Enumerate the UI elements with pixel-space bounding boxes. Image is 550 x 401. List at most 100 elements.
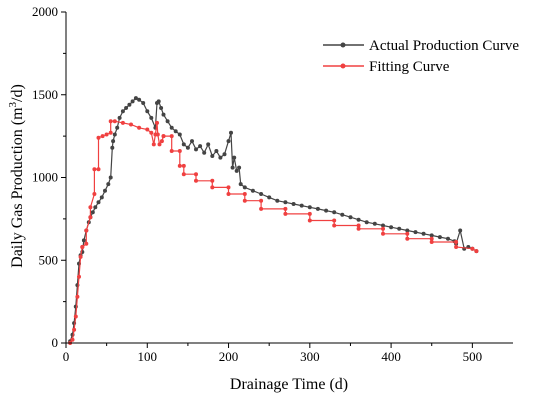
data-point-fitting [381,231,385,236]
y-axis-ticks: 0 500 1000 1500 2000 [32,4,66,350]
data-point-fitting [307,211,312,216]
data-point-fitting [145,127,150,132]
x-tick-label: 200 [219,349,239,364]
data-point-fitting [169,149,174,153]
data-point-fitting [70,337,75,342]
y-tick-label: 0 [52,335,59,350]
plot-area [68,96,479,345]
data-point-actual [307,205,312,210]
data-point-actual [214,149,219,153]
data-point-actual [291,202,296,206]
data-point-fitting [356,223,361,228]
legend-label-actual: Actual Production Curve [369,38,519,54]
legend: Actual Production Curve Fitting Curve [323,38,519,75]
data-point-fitting [194,178,198,183]
data-point-fitting [356,226,361,231]
legend-marker-fitting [340,63,346,69]
x-axis-title: Drainage Time (d) [230,376,348,393]
data-point-fitting [96,167,101,172]
x-tick-label: 300 [300,349,320,364]
data-point-actual [198,144,203,149]
data-point-actual [267,195,272,200]
data-point-actual [315,206,320,211]
data-point-actual [275,198,280,203]
data-point-fitting [104,132,109,137]
y-tick-label: 500 [39,252,59,267]
data-point-actual [99,195,104,200]
data-point-fitting [151,142,156,147]
y-tick-label: 2000 [32,4,58,19]
legend-item-actual: Actual Production Curve [323,38,519,54]
data-point-actual [130,99,135,104]
legend-item-fitting: Fitting Curve [323,59,450,75]
data-point-fitting [169,134,174,139]
data-point-actual [161,112,166,117]
data-point-actual [324,208,329,213]
data-point-fitting [129,122,133,127]
data-point-actual [159,106,164,110]
data-point-actual [124,106,129,110]
data-point-fitting [75,294,80,299]
data-point-fitting [181,172,186,177]
series-line-actual [69,97,477,342]
data-point-fitting [474,249,479,254]
data-point-actual [137,97,142,102]
data-point-actual [103,188,107,193]
data-point-actual [229,130,233,135]
data-point-fitting [92,167,97,172]
data-point-actual [117,115,122,120]
data-point-fitting [112,119,117,124]
data-point-fitting [155,120,159,125]
data-point-actual [250,188,255,193]
data-point-actual [332,210,337,215]
data-point-fitting [210,178,215,183]
data-point-fitting [155,132,160,137]
data-point-fitting [157,142,162,147]
y-tick-label: 1000 [32,170,58,185]
data-point-actual [237,165,242,170]
data-point-actual [145,109,150,114]
data-point-actual [181,142,186,147]
x-tick-label: 0 [63,349,70,364]
data-point-actual [111,139,116,144]
data-point-fitting [84,228,89,233]
data-point-fitting [92,192,97,196]
data-point-fitting [181,163,186,168]
data-point-actual [218,155,223,160]
data-point-actual [112,132,117,137]
data-point-fitting [194,172,198,177]
data-point-actual [127,102,132,107]
data-point-fitting [73,314,78,319]
data-point-fitting [226,192,231,196]
data-point-fitting [470,246,475,251]
data-point-fitting [429,240,434,244]
data-point-fitting [78,254,83,259]
data-point-actual [238,182,243,187]
data-point-actual [421,231,426,236]
data-point-actual [110,145,115,150]
y-axis-title: Daily Gas Production (m3/d) [7,84,26,268]
data-point-fitting [96,135,101,140]
data-point-fitting [454,245,459,249]
legend-marker-actual [340,42,346,48]
data-point-fitting [405,236,410,241]
data-point-fitting [80,245,85,249]
data-point-actual [234,168,239,173]
data-point-actual [90,210,95,215]
data-point-actual [389,225,394,230]
data-point-fitting [405,231,410,236]
data-point-actual [259,192,264,196]
data-point-fitting [88,205,93,210]
data-point-fitting [332,223,337,228]
data-point-fitting [259,198,264,203]
data-point-actual [429,233,434,238]
data-point-actual [108,175,113,180]
data-point-actual [405,228,410,233]
data-point-actual [165,119,170,124]
data-point-fitting [159,139,164,144]
data-point-fitting [307,218,312,223]
data-point-actual [156,99,161,104]
data-point-fitting [177,149,182,153]
data-point-fitting [137,125,142,130]
data-point-fitting [259,206,264,211]
